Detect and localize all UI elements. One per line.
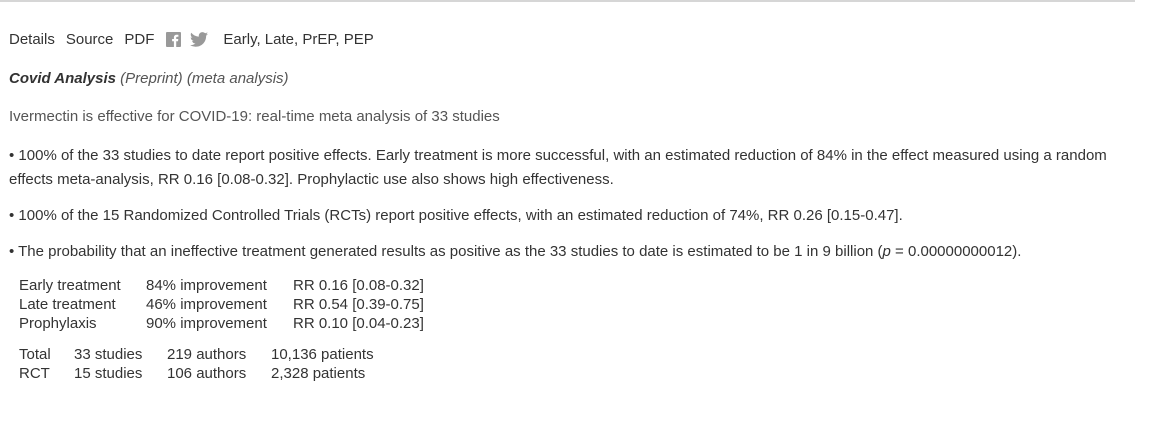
table-row: Prophylaxis 90% improvement RR 0.10 [0.0… xyxy=(19,314,424,333)
effect-label: Late treatment xyxy=(19,296,116,313)
probability-text-pre: • The probability that an ineffective tr… xyxy=(9,243,883,260)
source-link[interactable]: Source xyxy=(65,31,114,48)
facebook-icon[interactable] xyxy=(166,32,182,47)
effect-rr: RR 0.54 [0.39-0.75] xyxy=(293,296,424,313)
totals-patients: 2,328 patients xyxy=(271,365,366,382)
link-bar: Details Source PDF Early, Late, PrEP, PE… xyxy=(9,31,374,48)
totals-studies: 33 studies xyxy=(74,346,143,363)
effect-rr: RR 0.10 [0.04-0.23] xyxy=(293,315,424,332)
totals-label: RCT xyxy=(19,365,50,382)
effects-table: Early treatment 84% improvement RR 0.16 … xyxy=(19,276,424,333)
totals-table: Total 33 studies 219 authors 10,136 pati… xyxy=(19,345,374,383)
publication-type: (Preprint) (meta analysis) xyxy=(120,70,289,87)
effect-label: Prophylaxis xyxy=(19,315,97,332)
pdf-link[interactable]: PDF xyxy=(124,31,155,48)
top-divider xyxy=(0,0,1135,2)
effect-label: Early treatment xyxy=(19,277,121,294)
table-row: Late treatment 46% improvement RR 0.54 [… xyxy=(19,295,424,314)
totals-authors: 106 authors xyxy=(167,365,247,382)
journal-line: Covid Analysis (Preprint) (meta analysis… xyxy=(9,70,289,87)
effect-rr: RR 0.16 [0.08-0.32] xyxy=(293,277,424,294)
probability-text-post: = 0.00000000012). xyxy=(890,243,1022,260)
p-symbol: p xyxy=(882,243,891,260)
effect-improvement: 90% improvement xyxy=(146,315,267,332)
study-title: Ivermectin is effective for COVID-19: re… xyxy=(9,108,500,125)
twitter-icon[interactable] xyxy=(190,32,209,47)
table-row: Early treatment 84% improvement RR 0.16 … xyxy=(19,276,424,295)
totals-patients: 10,136 patients xyxy=(271,346,374,363)
table-row: Total 33 studies 219 authors 10,136 pati… xyxy=(19,345,374,364)
summary-bullet-probability: • The probability that an ineffective tr… xyxy=(9,240,1021,264)
table-row: RCT 15 studies 106 authors 2,328 patient… xyxy=(19,364,374,383)
effect-improvement: 46% improvement xyxy=(146,296,267,313)
summary-bullet-positive-effects: • 100% of the 33 studies to date report … xyxy=(9,147,1107,188)
details-link[interactable]: Details xyxy=(9,31,55,48)
totals-label: Total xyxy=(19,346,51,363)
totals-studies: 15 studies xyxy=(74,365,143,382)
journal-name: Covid Analysis xyxy=(9,70,116,87)
summary-bullet-rcts: • 100% of the 15 Randomized Controlled T… xyxy=(9,207,903,224)
treatment-tags: Early, Late, PrEP, PEP xyxy=(223,31,374,48)
totals-authors: 219 authors xyxy=(167,346,247,363)
effect-improvement: 84% improvement xyxy=(146,277,267,294)
